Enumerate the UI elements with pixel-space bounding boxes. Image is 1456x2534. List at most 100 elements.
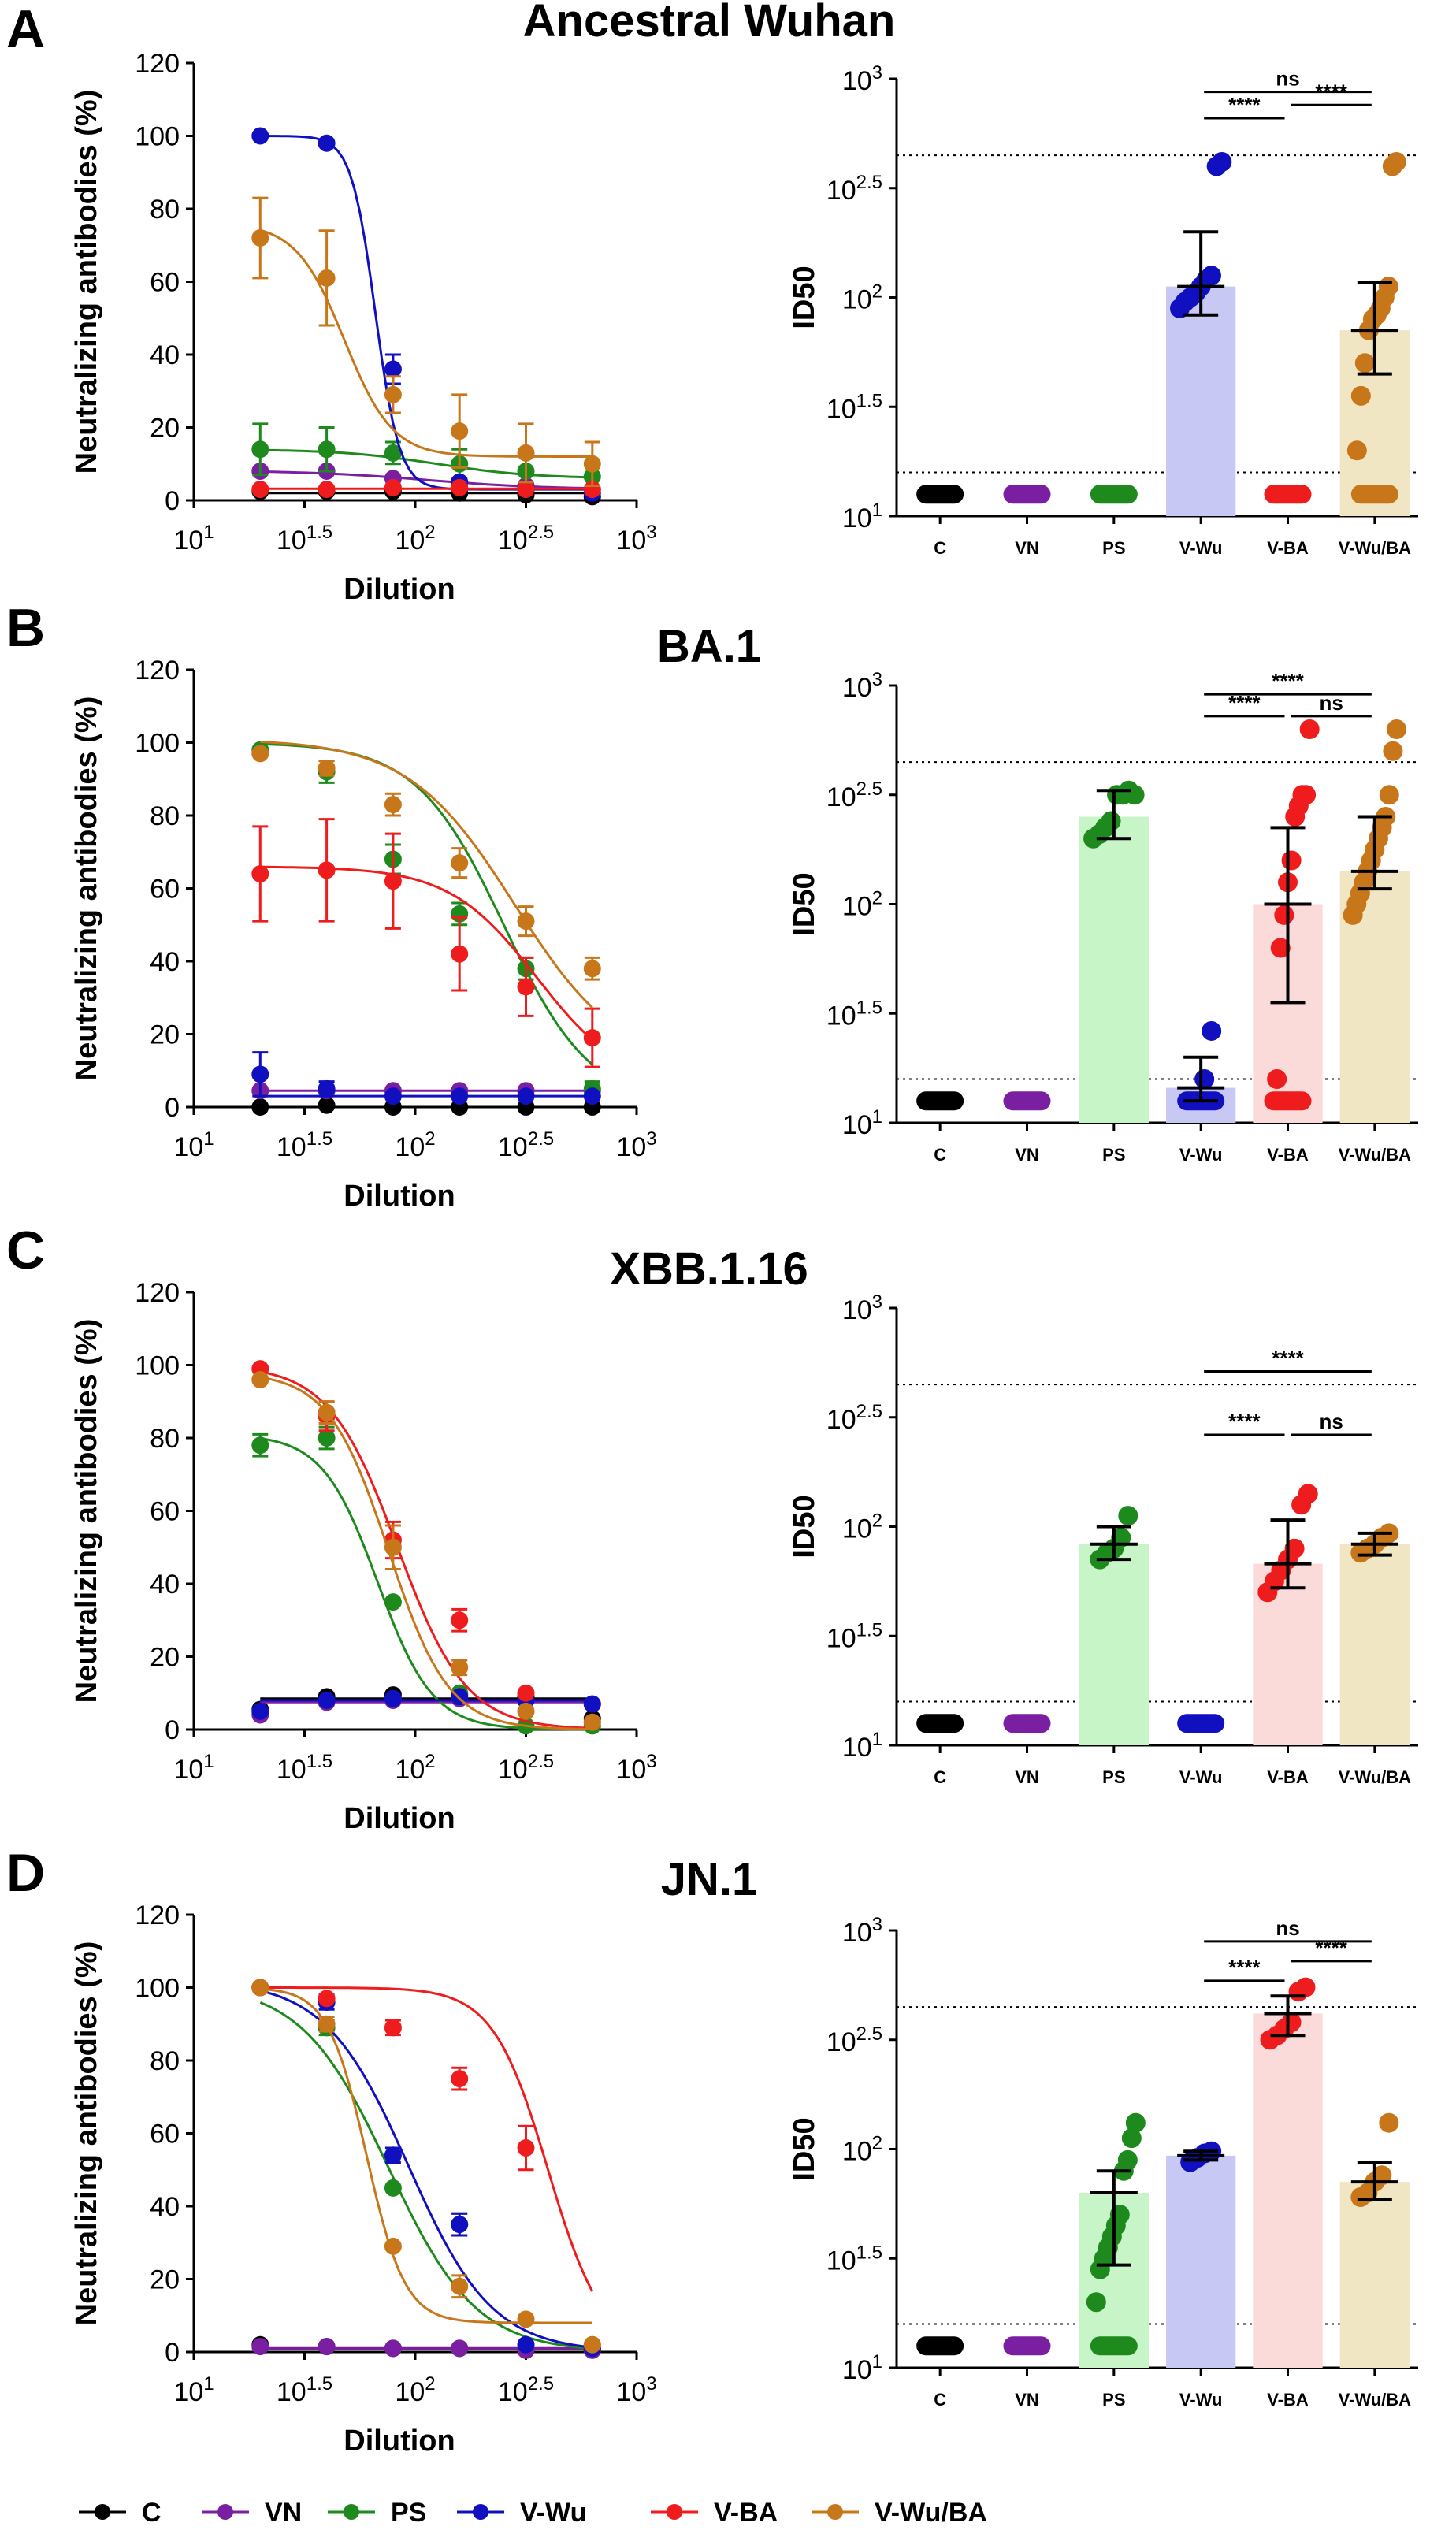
bar (1166, 286, 1236, 516)
legend-marker (473, 2504, 488, 2520)
data-point (251, 1371, 269, 1388)
data-point (384, 2237, 402, 2255)
series-vn (251, 1689, 601, 1724)
x-tick-label: 102.5 (498, 1128, 554, 1162)
data-point (1378, 277, 1398, 297)
data-point (318, 1403, 336, 1421)
data-point (451, 945, 469, 963)
data-point (1274, 905, 1294, 925)
data-point (384, 478, 402, 496)
y-axis-label: Neutralizing antibodies (%) (70, 90, 103, 474)
x-axis-label: Dilution (344, 1802, 455, 1835)
data-point (318, 134, 336, 152)
data-point (1387, 719, 1407, 739)
data-point (384, 1538, 402, 1556)
y-tick-label: 102.5 (826, 778, 882, 812)
series-v-wu-ba (251, 740, 601, 1009)
data-point (517, 2310, 535, 2328)
y-axis-label: ID50 (788, 2117, 821, 2180)
category-label: PS (1102, 1767, 1125, 1787)
x-tick-label: 101.5 (277, 2373, 332, 2407)
y-tick-label: 102 (842, 2133, 882, 2167)
data-point (251, 2338, 269, 2356)
bar-plot-B: 101 101.5 102 102.5 103 ID50 C VN PS V-Wu V-BA V-Wu… (788, 669, 1418, 1165)
category-label: PS (1102, 538, 1125, 558)
category-label: V-Wu (1179, 1767, 1223, 1787)
fit-curve (260, 740, 593, 1009)
y-tick-label: 40 (150, 2192, 180, 2222)
y-tick-label: 103 (842, 1291, 882, 1325)
fit-curve (260, 135, 592, 491)
y-tick-label: 102.5 (826, 1401, 882, 1435)
y-tick-label: 103 (842, 669, 882, 703)
data-point (1346, 440, 1367, 461)
y-tick-label: 102 (842, 1510, 882, 1544)
data-point (251, 1979, 269, 1997)
plots-layer: 0 20 40 60 80 100 120 101 101.5 102 102.5 103 Diluti… (70, 49, 1418, 2458)
legend-label: V-Wu/BA (875, 2498, 987, 2528)
series-ps (251, 1425, 601, 1735)
data-point (318, 1096, 336, 1114)
category-label: PS (1102, 2390, 1125, 2410)
data-point (318, 2338, 336, 2356)
significance-label: ns (1276, 1916, 1299, 1940)
category-label: C (934, 1145, 946, 1165)
x-tick-label: 101.5 (277, 1128, 332, 1162)
x-tick-label: 102 (395, 1751, 435, 1785)
category-label: V-Wu/BA (1339, 1145, 1412, 1165)
fit-curve (260, 1437, 592, 1731)
y-tick-label: 103 (842, 1914, 882, 1948)
x-tick-label: 101.5 (277, 1751, 332, 1785)
y-tick-label: 101 (842, 1729, 882, 1763)
fit-curve (260, 1986, 594, 2292)
data-point (517, 2139, 535, 2157)
y-tick-label: 80 (150, 195, 180, 225)
category-label: V-Wu/BA (1339, 538, 1412, 558)
x-axis-label: Dilution (344, 1180, 455, 1213)
data-point-cluster (1177, 1714, 1225, 1733)
data-point (451, 422, 469, 440)
data-point (251, 229, 269, 247)
data-point (1284, 1538, 1305, 1559)
line-plot-C: 0 20 40 60 80 100 120 101 101.5 102 102.5 103 Diluti… (70, 1278, 657, 1835)
data-point (384, 360, 402, 378)
data-point (451, 2277, 469, 2295)
data-point-cluster (1090, 2336, 1138, 2356)
y-tick-label: 20 (150, 2265, 180, 2295)
category-label: C (934, 538, 946, 558)
data-point-cluster (1264, 1091, 1312, 1111)
data-point (583, 1713, 601, 1731)
legend-marker (344, 2504, 359, 2520)
x-tick-label: 103 (616, 2373, 656, 2407)
fit-curve (260, 865, 593, 1041)
data-point (251, 1098, 269, 1116)
data-point (1124, 785, 1145, 805)
y-tick-label: 102 (842, 281, 882, 315)
data-point (1295, 1977, 1316, 1997)
legend-item: C (79, 2498, 162, 2528)
y-tick-label: 20 (150, 1643, 180, 1673)
data-point-cluster (1350, 485, 1398, 504)
bar-plot-C: 101 101.5 102 102.5 103 ID50 C VN PS V-Wu V-BA V-Wu… (788, 1291, 1418, 1787)
category-label: VN (1015, 1767, 1039, 1787)
x-tick-label: 102.5 (498, 522, 554, 555)
y-tick-label: 102.5 (826, 2023, 882, 2057)
fit-curve (260, 1987, 592, 2324)
series-v-wu-ba (251, 1979, 601, 2354)
data-point (384, 872, 402, 890)
data-point (318, 440, 336, 459)
variant-title: JN.1 (661, 1854, 758, 1905)
significance-label: **** (1228, 93, 1261, 117)
y-axis-label: ID50 (788, 1495, 821, 1558)
fit-curve (259, 1370, 592, 1730)
data-point (1125, 2112, 1146, 2133)
data-point (1296, 785, 1317, 805)
y-tick-label: 60 (150, 1497, 180, 1527)
significance-label: **** (1272, 1346, 1304, 1369)
legend-label: C (142, 2498, 162, 2528)
x-tick-label: 101.5 (277, 522, 332, 555)
data-point-cluster (916, 485, 964, 504)
data-point-cluster (916, 1714, 964, 1733)
significance-label: **** (1272, 669, 1304, 693)
series-v-wu (251, 1051, 601, 1105)
